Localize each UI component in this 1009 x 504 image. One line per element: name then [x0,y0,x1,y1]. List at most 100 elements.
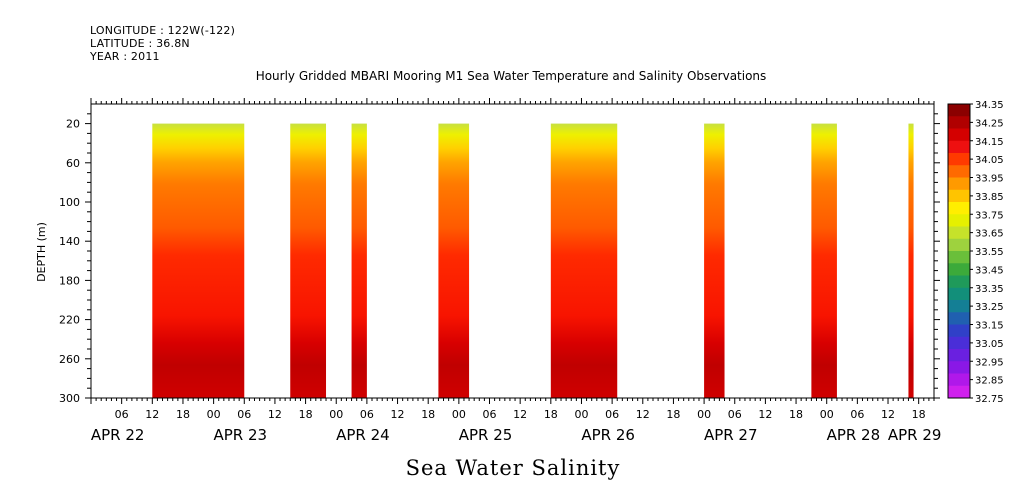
x-hour-tick-label: 00 [574,408,588,421]
colorbar-swatch [948,202,970,215]
colorbar-swatch [948,165,970,178]
longitude-label: LONGITUDE : 122W(-122) [90,24,236,37]
x-hour-tick-label: 18 [299,408,313,421]
colorbar-swatch [948,287,970,301]
colorbar-swatch [948,385,970,399]
colorbar-swatch [948,104,970,117]
colorbar-label: 32.75 [975,394,1004,405]
x-hour-tick-label: 12 [268,408,282,421]
colorbar-label: 33.45 [975,265,1004,276]
x-hour-tick-label: 12 [758,408,772,421]
x-hour-tick-label: 00 [329,408,343,421]
y-axis-label: DEPTH (m) [35,222,48,282]
y-tick-label: 20 [66,118,80,131]
y-tick-label: 180 [59,274,80,287]
colorbar: 34.35 34.25 34.15 34.05 33.95 33.85 33.75 33.65… [947,100,1004,405]
colorbar-swatch [948,238,970,252]
colorbar-label: 33.95 [975,174,1004,185]
colorbar-label: 33.15 [975,321,1004,332]
colorbar-swatch [948,263,970,276]
data-segment-7 [908,123,914,398]
y-tick-label: 60 [66,157,80,170]
colorbar-label: 34.05 [975,155,1004,166]
colorbar-swatch [948,116,970,129]
x-date-label: APR 23 [213,426,267,444]
x-hour-tick-label: 00 [452,408,466,421]
x-hour-tick-label: 18 [789,408,803,421]
colorbar-swatch [948,177,970,191]
x-hour-tick-label: 06 [237,408,251,421]
x-hour-tick-label: 06 [360,408,374,421]
x-hour-tick-label: 06 [115,408,129,421]
year-label: YEAR : 2011 [90,50,160,63]
colorbar-swatch [948,214,970,227]
x-hour-tick-label: 06 [483,408,497,421]
x-hour-tick-label: 06 [850,408,864,421]
x-hour-tick-label: 06 [605,408,619,421]
colorbar-label: 32.95 [975,357,1004,368]
colorbar-label: 34.35 [975,100,1004,111]
colorbar-label: 34.15 [975,137,1004,148]
x-hour-tick-label: 12 [881,408,895,421]
colorbar-label: 33.55 [975,247,1004,258]
colorbar-swatch [948,336,970,350]
data-segment-0 [152,123,245,398]
x-hour-tick-label: 18 [176,408,190,421]
y-tick-label: 220 [59,314,80,327]
data-segment-5 [704,123,725,398]
x-hour-tick-label: 18 [544,408,558,421]
x-hour-tick-label: 00 [820,408,834,421]
x-hour-tick-label: 00 [697,408,711,421]
colorbar-label: 33.65 [975,229,1004,240]
data-segment-6 [811,123,837,398]
colorbar-label: 34.25 [975,118,1004,129]
x-date-label: APR 22 [91,426,145,444]
colorbar-label: 33.85 [975,192,1004,203]
x-date-label: APR 26 [581,426,635,444]
colorbar-swatch [948,373,970,387]
x-hour-tick-label: 18 [666,408,680,421]
x-hour-tick-label: 12 [145,408,159,421]
colorbar-swatch [948,275,970,289]
colorbar-swatch [948,312,970,325]
data-segments [152,123,914,398]
x-date-label: APR 24 [336,426,390,444]
data-segment-2 [351,123,367,398]
x-hour-tick-label: 12 [391,408,405,421]
y-tick-label: 100 [59,196,80,209]
x-hour-tick-label: 00 [207,408,221,421]
x-hour-tick-label: 18 [912,408,926,421]
x-hour-tick-label: 12 [636,408,650,421]
colorbar-label: 33.25 [975,302,1004,313]
colorbar-swatch [948,226,970,240]
y-tick-label: 140 [59,235,80,248]
x-date-label: APR 29 [888,426,942,444]
y-tick-label: 300 [59,392,80,405]
colorbar-swatch [948,324,970,338]
colorbar-swatch [948,361,970,374]
x-axis: 06 12 18 00 06 12 18 00 06 12 18 00 06 12 18 00 06 12 18 00… [90,98,942,444]
x-axis-label: Sea Water Salinity [406,456,621,480]
data-segment-3 [438,123,470,398]
colorbar-swatch [948,349,970,362]
colorbar-swatch [948,189,970,203]
data-segment-1 [290,123,327,398]
y-axis: 20 60 100 140 180 220 260 300 [59,113,940,405]
x-date-label: APR 28 [827,426,881,444]
colorbar-label: 32.85 [975,376,1004,387]
colorbar-swatch [948,251,970,264]
colorbar-swatch [948,140,970,154]
x-date-label: APR 27 [704,426,758,444]
latitude-label: LATITUDE : 36.8N [90,37,190,50]
colorbar-label: 33.75 [975,210,1004,221]
x-date-label: APR 25 [459,426,513,444]
colorbar-swatch [948,300,970,313]
x-hour-tick-label: 12 [513,408,527,421]
chart-title: Hourly Gridded MBARI Mooring M1 Sea Wate… [256,69,767,83]
data-segment-4 [550,123,618,398]
colorbar-label: 33.05 [975,339,1004,350]
colorbar-label: 33.35 [975,284,1004,295]
x-hour-tick-label: 18 [421,408,435,421]
y-tick-label: 260 [59,353,80,366]
